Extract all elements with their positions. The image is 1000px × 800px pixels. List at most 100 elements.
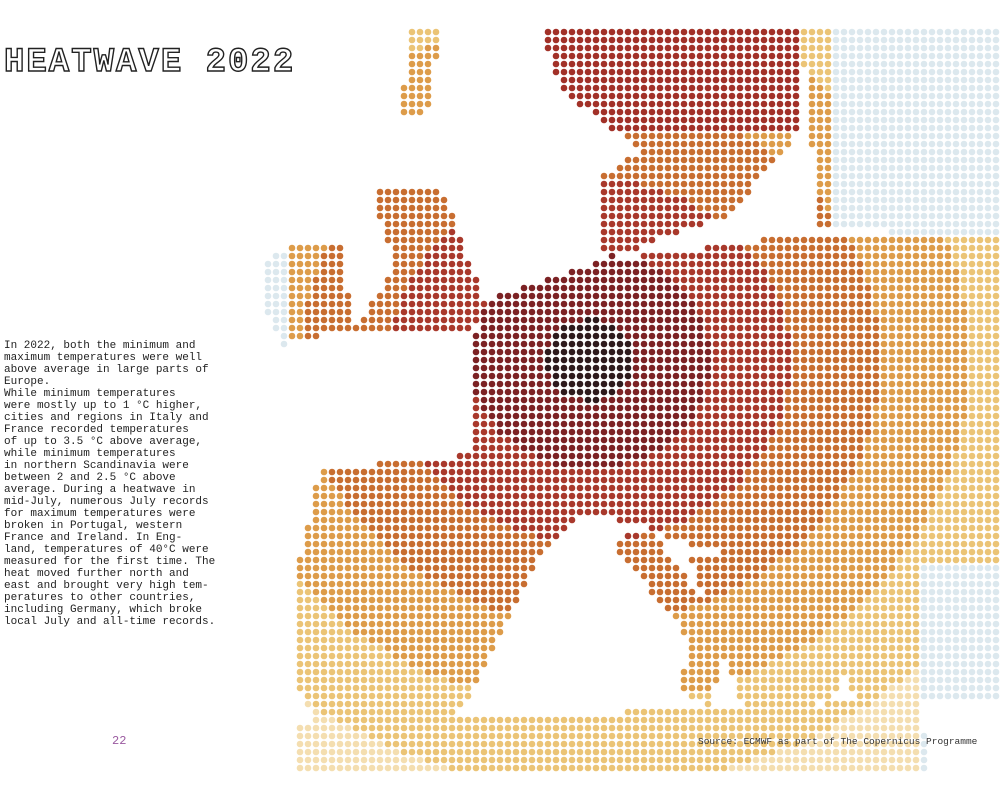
- map-dot: [800, 492, 808, 500]
- map-dot: [320, 516, 328, 524]
- map-dot: [760, 292, 768, 300]
- map-dot: [816, 628, 824, 636]
- map-dot: [880, 316, 888, 324]
- map-dot: [864, 172, 872, 180]
- map-dot: [984, 316, 992, 324]
- map-dot: [736, 372, 744, 380]
- map-dot: [504, 372, 512, 380]
- map-dot: [568, 500, 576, 508]
- map-dot: [688, 340, 696, 348]
- map-dot: [632, 396, 640, 404]
- map-dot: [848, 100, 856, 108]
- map-dot: [280, 340, 288, 348]
- map-dot: [872, 604, 880, 612]
- map-dot: [808, 628, 816, 636]
- map-dot: [712, 28, 720, 36]
- map-dot: [912, 84, 920, 92]
- map-dot: [696, 404, 704, 412]
- map-dot: [864, 556, 872, 564]
- map-dot: [672, 68, 680, 76]
- map-dot: [488, 396, 496, 404]
- map-dot: [632, 308, 640, 316]
- map-dot: [728, 540, 736, 548]
- map-dot: [696, 292, 704, 300]
- map-dot: [448, 604, 456, 612]
- map-dot: [432, 532, 440, 540]
- map-dot: [864, 540, 872, 548]
- map-dot: [904, 548, 912, 556]
- map-dot: [664, 292, 672, 300]
- map-dot: [976, 180, 984, 188]
- map-dot: [760, 28, 768, 36]
- map-dot: [984, 268, 992, 276]
- map-dot: [792, 628, 800, 636]
- map-dot: [296, 588, 304, 596]
- map-dot: [760, 628, 768, 636]
- map-dot: [528, 396, 536, 404]
- map-dot: [776, 572, 784, 580]
- map-dot: [776, 140, 784, 148]
- map-dot: [968, 212, 976, 220]
- map-dot: [280, 332, 288, 340]
- map-dot: [840, 220, 848, 228]
- map-dot: [432, 588, 440, 596]
- map-dot: [664, 476, 672, 484]
- map-dot: [520, 348, 528, 356]
- map-dot: [888, 428, 896, 436]
- map-dot: [480, 628, 488, 636]
- map-dot: [608, 476, 616, 484]
- map-dot: [424, 92, 432, 100]
- map-dot: [808, 548, 816, 556]
- map-dot: [832, 28, 840, 36]
- map-dot: [736, 284, 744, 292]
- map-dot: [848, 332, 856, 340]
- map-dot: [400, 284, 408, 292]
- map-dot: [832, 388, 840, 396]
- map-dot: [984, 164, 992, 172]
- map-dot: [536, 420, 544, 428]
- map-dot: [360, 484, 368, 492]
- map-dot: [968, 236, 976, 244]
- map-dot: [928, 404, 936, 412]
- map-dot: [816, 220, 824, 228]
- map-dot: [576, 308, 584, 316]
- map-dot: [888, 140, 896, 148]
- map-dot: [824, 332, 832, 340]
- map-dot: [896, 108, 904, 116]
- map-dot: [456, 284, 464, 292]
- map-dot: [664, 436, 672, 444]
- map-dot: [440, 308, 448, 316]
- map-dot: [664, 596, 672, 604]
- map-dot: [976, 68, 984, 76]
- map-dot: [936, 604, 944, 612]
- map-dot: [848, 452, 856, 460]
- map-dot: [864, 204, 872, 212]
- map-dot: [312, 252, 320, 260]
- map-dot: [400, 620, 408, 628]
- map-dot: [688, 220, 696, 228]
- map-dot: [680, 36, 688, 44]
- map-dot: [904, 372, 912, 380]
- map-dot: [752, 268, 760, 276]
- map-dot: [920, 364, 928, 372]
- map-dot: [952, 260, 960, 268]
- map-dot: [856, 236, 864, 244]
- map-dot: [704, 444, 712, 452]
- map-dot: [640, 436, 648, 444]
- map-dot: [912, 132, 920, 140]
- map-dot: [352, 556, 360, 564]
- map-dot: [944, 148, 952, 156]
- map-dot: [752, 596, 760, 604]
- map-dot: [528, 524, 536, 532]
- map-dot: [632, 164, 640, 172]
- map-dot: [808, 300, 816, 308]
- map-dot: [344, 468, 352, 476]
- map-dot: [440, 620, 448, 628]
- map-dot: [912, 468, 920, 476]
- map-dot: [296, 300, 304, 308]
- map-dot: [400, 476, 408, 484]
- map-dot: [336, 268, 344, 276]
- map-dot: [464, 292, 472, 300]
- map-dot: [888, 492, 896, 500]
- map-dot: [936, 228, 944, 236]
